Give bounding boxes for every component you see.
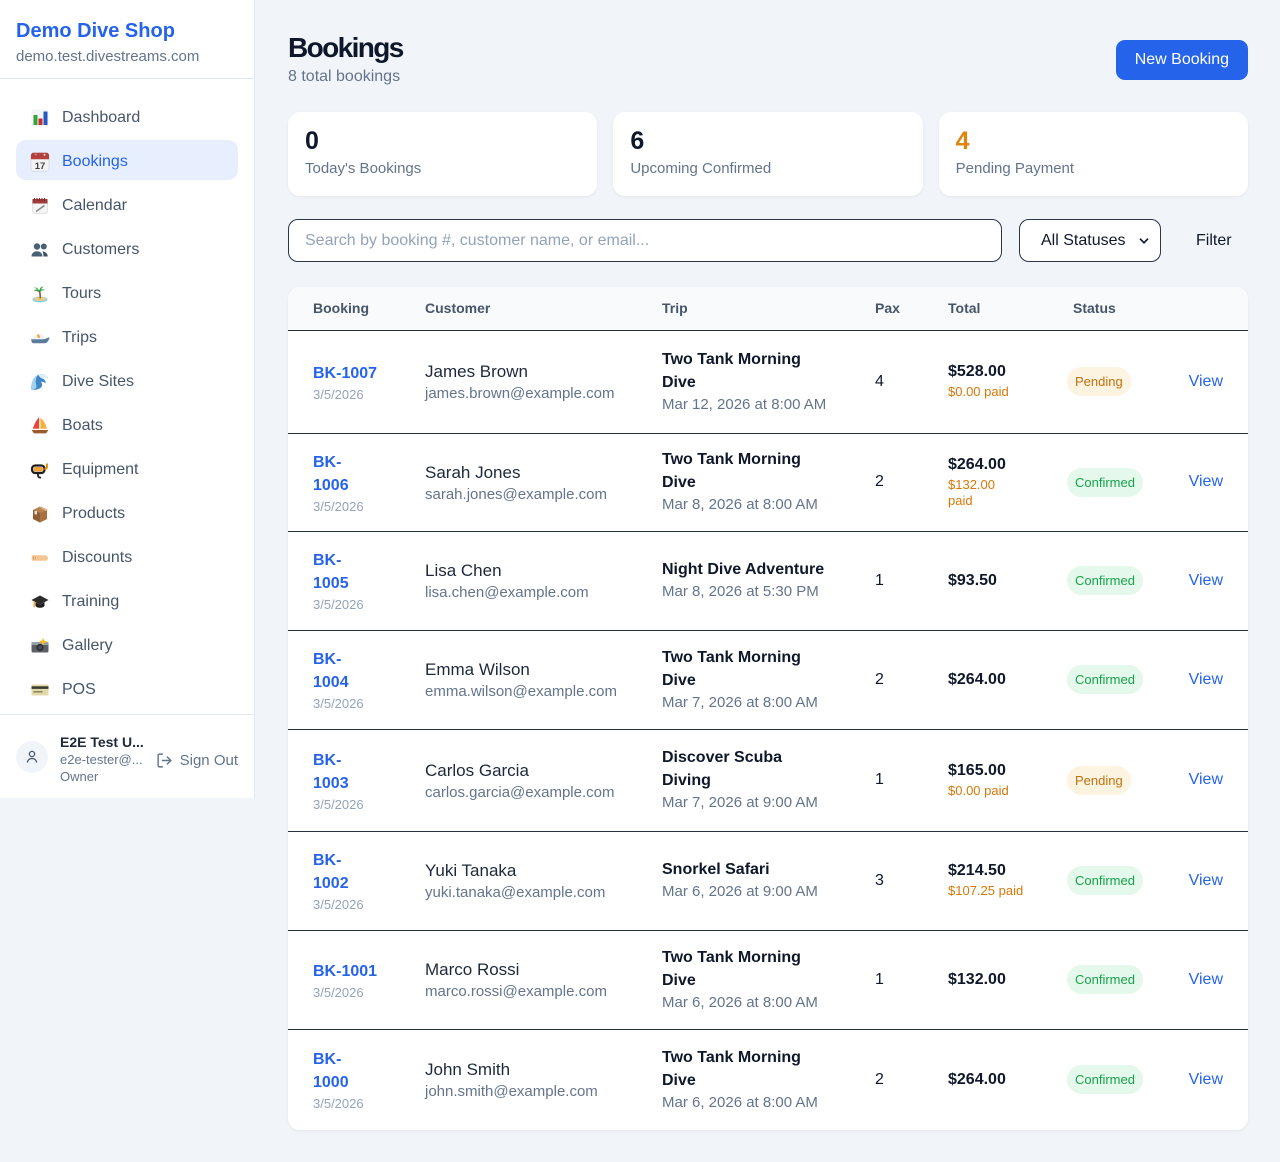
svg-text:17: 17 <box>35 161 46 172</box>
